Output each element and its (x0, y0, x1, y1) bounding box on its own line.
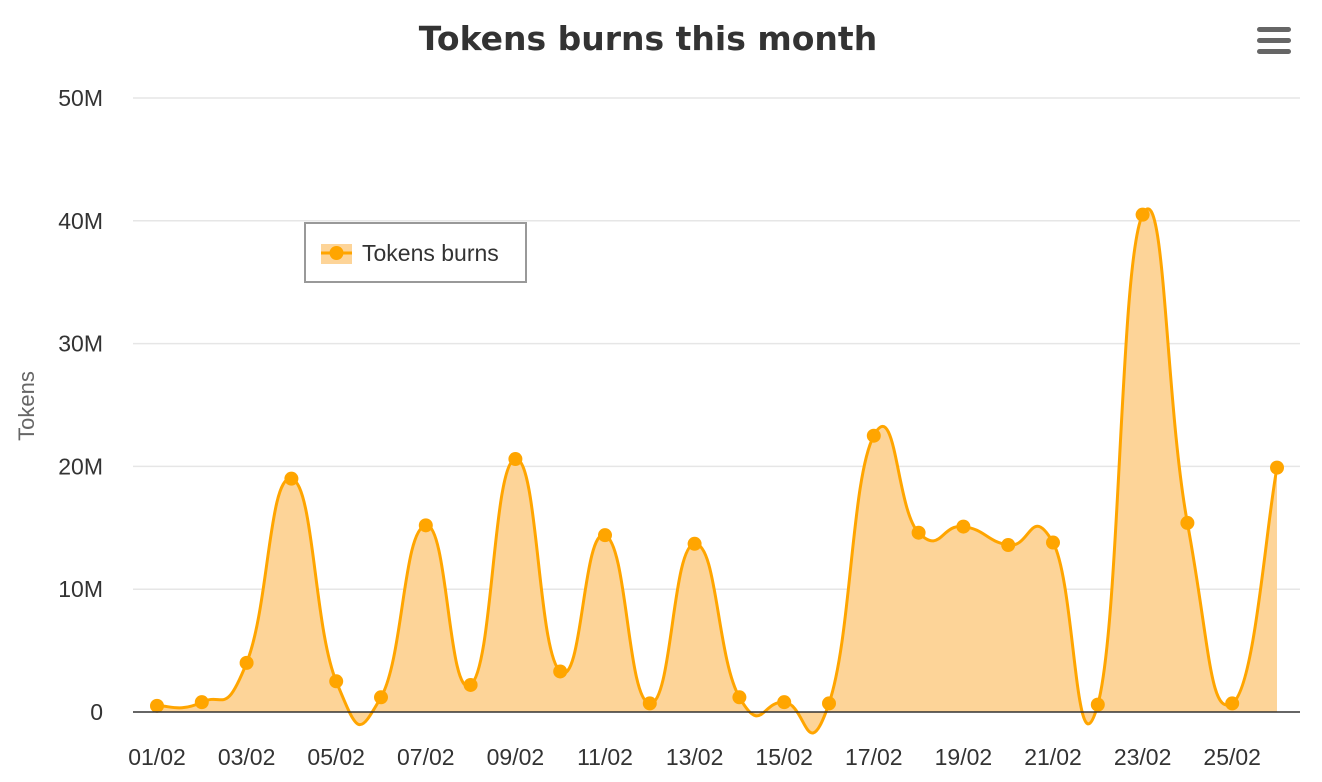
series-tokens-burns (150, 207, 1284, 735)
data-point[interactable] (1001, 537, 1016, 552)
y-tick-label: 40M (58, 208, 103, 234)
x-tick-label: 05/02 (307, 744, 365, 770)
x-tick-label: 01/02 (128, 744, 186, 770)
series-area (157, 208, 1277, 734)
x-tick-label: 15/02 (755, 744, 813, 770)
menu-button[interactable] (1250, 22, 1294, 62)
data-point[interactable] (329, 674, 344, 689)
y-tick-label: 10M (58, 576, 103, 602)
x-tick-label: 23/02 (1114, 744, 1172, 770)
data-point[interactable] (239, 655, 254, 670)
data-point[interactable] (1225, 696, 1240, 711)
hamburger-menu-icon (1257, 27, 1291, 54)
data-point[interactable] (642, 696, 657, 711)
y-tick-label: 20M (58, 453, 103, 479)
legend-label: Tokens burns (362, 240, 499, 266)
series-line (156, 207, 1279, 735)
data-point[interactable] (284, 471, 299, 486)
y-tick-label: 0 (90, 699, 103, 725)
x-tick-label: 25/02 (1203, 744, 1261, 770)
y-tick-label: 30M (58, 331, 103, 357)
y-tick-label: 50M (58, 85, 103, 111)
data-point[interactable] (866, 428, 881, 443)
data-point[interactable] (1270, 460, 1284, 475)
x-tick-label: 07/02 (397, 744, 455, 770)
data-point[interactable] (911, 525, 926, 540)
x-tick-label: 03/02 (218, 744, 276, 770)
x-tick-label: 17/02 (845, 744, 903, 770)
data-point[interactable] (150, 698, 164, 713)
legend: Tokens burns (304, 222, 527, 283)
legend-symbol-marker (329, 246, 344, 260)
data-point[interactable] (732, 690, 747, 705)
data-point[interactable] (598, 528, 612, 543)
data-point[interactable] (463, 677, 478, 692)
data-point[interactable] (508, 452, 523, 467)
data-point[interactable] (374, 690, 388, 705)
data-point[interactable] (687, 536, 702, 551)
data-point[interactable] (553, 664, 568, 679)
grid-lines (133, 97, 1300, 590)
x-tick-label: 11/02 (577, 744, 633, 770)
x-tick-label: 19/02 (935, 744, 993, 770)
x-tick-label: 13/02 (666, 744, 724, 770)
x-axis-ticks: 01/02 03/02 05/02 07/02 09/02 11/02 13/02 15/02… (128, 744, 1261, 770)
chart-title: Tokens burns this month (419, 19, 877, 58)
data-point[interactable] (194, 695, 209, 710)
data-point[interactable] (418, 518, 433, 533)
data-point[interactable] (956, 519, 971, 534)
y-axis-title: Tokens (14, 371, 39, 441)
legend-item-tokens-burns[interactable]: Tokens burns (321, 240, 499, 266)
data-point[interactable] (1090, 697, 1105, 712)
series-points (150, 207, 1284, 713)
x-tick-label: 21/02 (1024, 744, 1082, 770)
data-point[interactable] (1046, 535, 1060, 550)
data-point[interactable] (822, 696, 836, 711)
data-point[interactable] (777, 695, 792, 710)
data-point[interactable] (1180, 515, 1195, 530)
y-axis-ticks: 0 10M 20M 30M 40M 50M (58, 85, 103, 725)
x-tick-label: 09/02 (487, 744, 545, 770)
data-point[interactable] (1135, 207, 1150, 222)
